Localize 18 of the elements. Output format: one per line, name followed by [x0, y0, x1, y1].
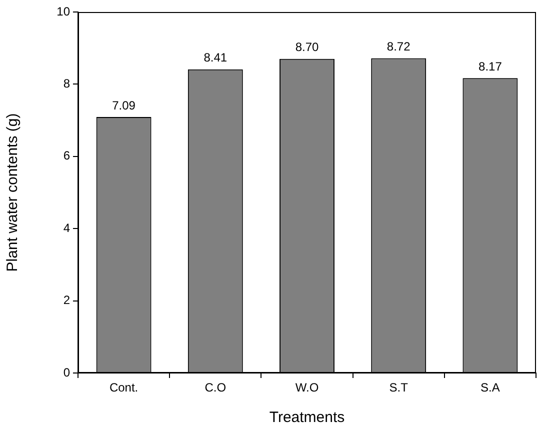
y-tick-label: 0: [63, 365, 70, 380]
x-tick-label: Cont.: [109, 380, 138, 395]
y-tick-label: 4: [63, 220, 70, 235]
x-tick-label: C.O: [204, 380, 226, 395]
y-tick-label: 8: [63, 76, 70, 91]
data-label: 7.09: [112, 98, 136, 112]
data-label: 8.41: [204, 50, 228, 65]
data-label: 8.70: [295, 40, 319, 54]
y-tick-label: 10: [56, 4, 70, 18]
data-label: 8.72: [386, 40, 411, 54]
y-tick-label: 6: [63, 148, 70, 163]
x-tick-label: W.O: [295, 380, 319, 395]
y-axis-title: Plant water contents (g): [4, 113, 22, 272]
x-tick-label: S.T: [389, 380, 409, 395]
y-tick-label: 2: [63, 293, 70, 308]
x-tick-label: S.A: [480, 380, 500, 395]
data-label: 8.17: [478, 59, 502, 74]
x-axis-title: Treatments: [269, 409, 345, 426]
